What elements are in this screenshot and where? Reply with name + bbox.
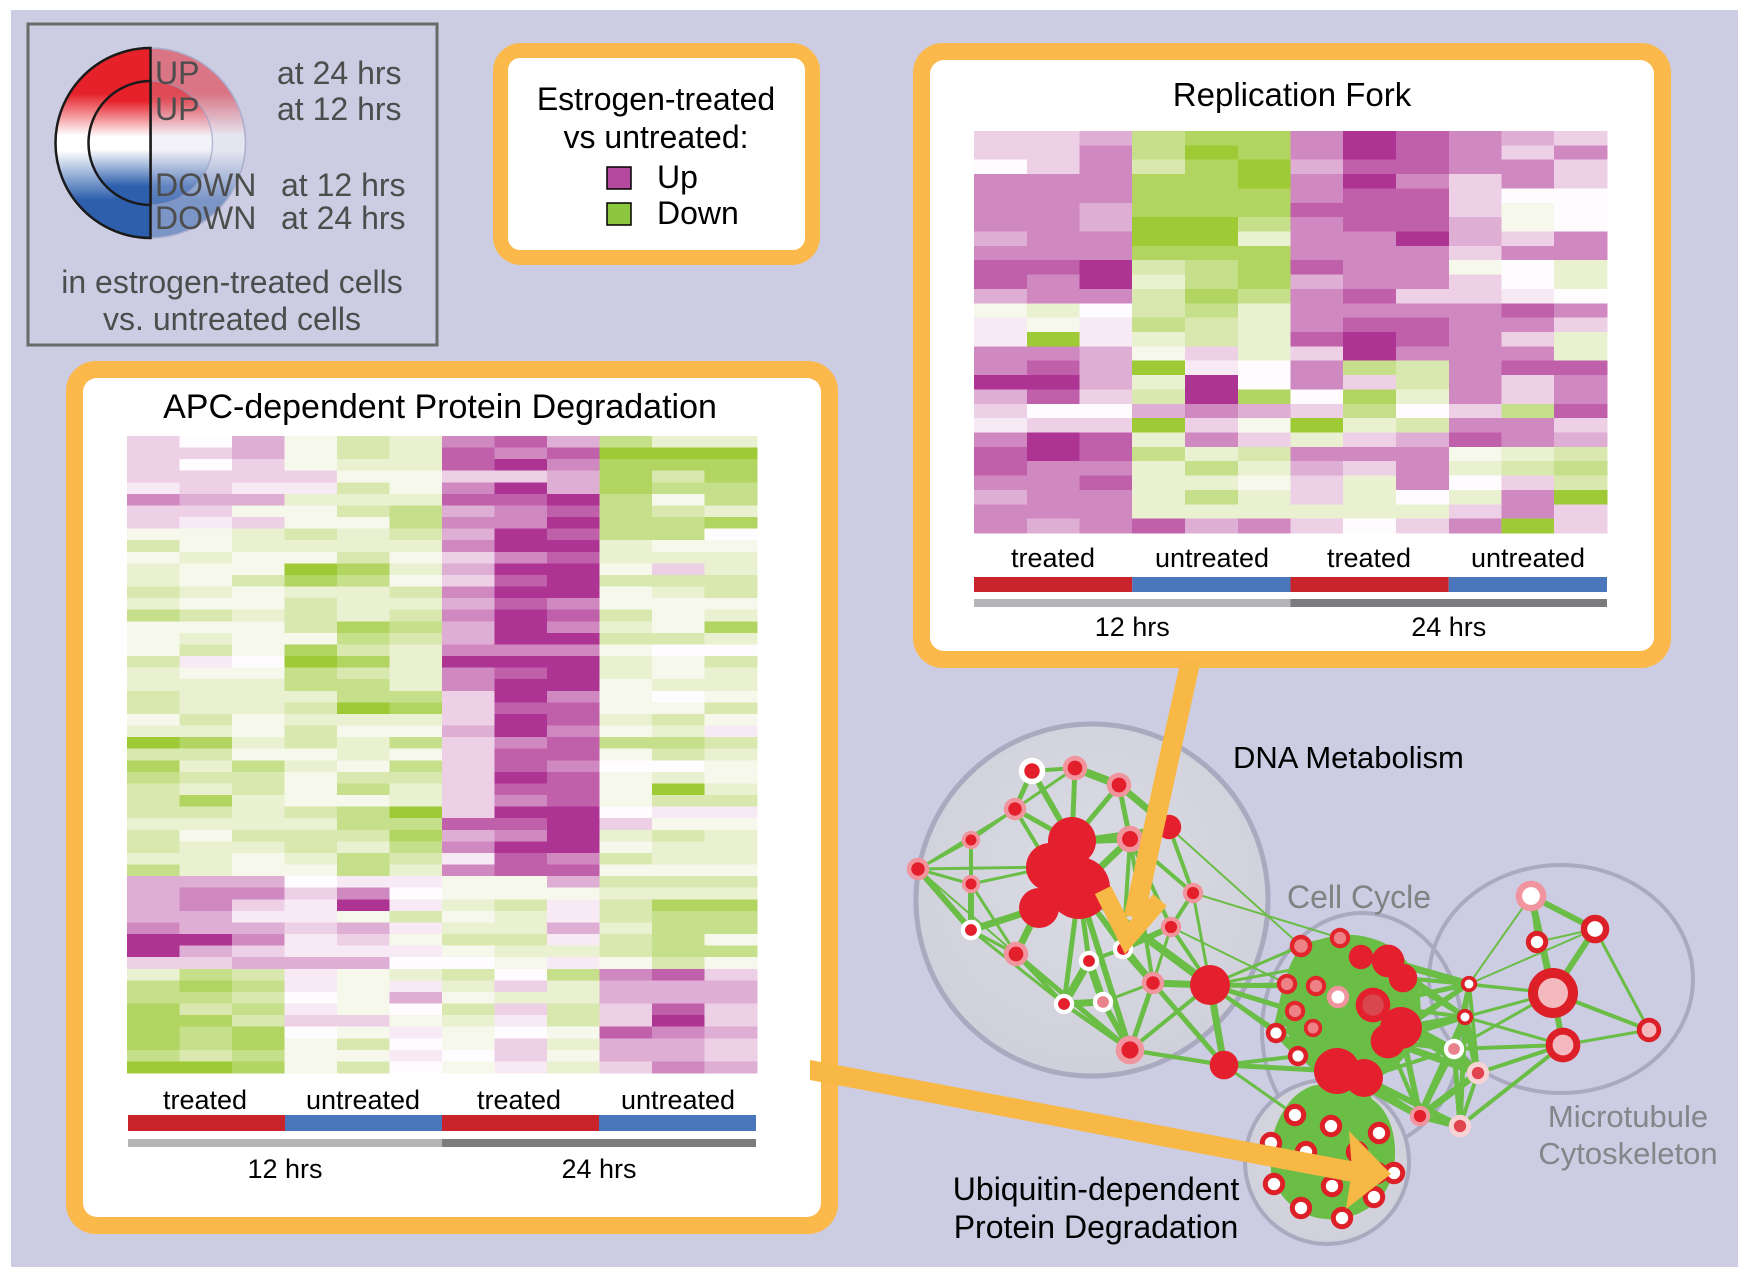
svg-text:Microtubule: Microtubule <box>1548 1099 1708 1134</box>
svg-text:24 hrs: 24 hrs <box>561 1154 636 1184</box>
svg-text:treated: treated <box>1327 543 1411 573</box>
svg-text:Protein Degradation: Protein Degradation <box>954 1209 1239 1245</box>
svg-text:at 12 hrs: at 12 hrs <box>281 167 406 203</box>
svg-text:untreated: untreated <box>1155 543 1269 573</box>
svg-text:Estrogen-treated: Estrogen-treated <box>537 81 775 117</box>
svg-text:treated: treated <box>477 1085 561 1115</box>
svg-text:APC-dependent Protein Degradat: APC-dependent Protein Degradation <box>163 388 717 426</box>
svg-text:treated: treated <box>1011 543 1095 573</box>
svg-text:at 24 hrs: at 24 hrs <box>281 200 406 236</box>
svg-text:treated: treated <box>163 1085 247 1115</box>
svg-text:at 12 hrs: at 12 hrs <box>277 91 402 127</box>
svg-text:Cytoskeleton: Cytoskeleton <box>1538 1136 1717 1171</box>
svg-text:at 24 hrs: at 24 hrs <box>277 55 402 91</box>
svg-text:Cell Cycle: Cell Cycle <box>1287 879 1431 915</box>
svg-text:DOWN: DOWN <box>155 200 256 236</box>
svg-text:12 hrs: 12 hrs <box>1095 612 1170 642</box>
svg-text:vs untreated:: vs untreated: <box>564 119 749 155</box>
svg-text:UP: UP <box>155 55 199 91</box>
svg-text:vs. untreated cells: vs. untreated cells <box>103 301 361 337</box>
svg-text:DOWN: DOWN <box>155 167 256 203</box>
svg-text:in estrogen-treated cells: in estrogen-treated cells <box>61 264 403 300</box>
svg-text:untreated: untreated <box>1471 543 1585 573</box>
svg-text:Ubiquitin-dependent: Ubiquitin-dependent <box>953 1171 1240 1207</box>
svg-text:DNA Metabolism: DNA Metabolism <box>1233 740 1464 775</box>
svg-text:Down: Down <box>657 195 739 231</box>
svg-text:UP: UP <box>155 91 199 127</box>
svg-text:untreated: untreated <box>306 1085 420 1115</box>
svg-text:untreated: untreated <box>621 1085 735 1115</box>
svg-text:12 hrs: 12 hrs <box>247 1154 322 1184</box>
svg-text:24 hrs: 24 hrs <box>1411 612 1486 642</box>
svg-text:Replication Fork: Replication Fork <box>1173 76 1412 113</box>
svg-text:Up: Up <box>657 159 698 195</box>
